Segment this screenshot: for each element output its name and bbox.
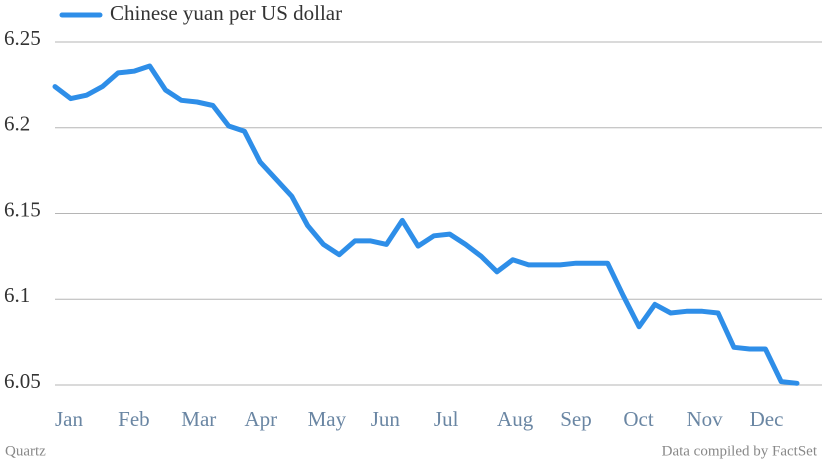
x-tick-label: Jul bbox=[434, 407, 459, 431]
x-tick-label: Jun bbox=[371, 407, 401, 431]
x-tick-label: Sep bbox=[560, 407, 592, 431]
x-tick-label: Feb bbox=[118, 407, 149, 431]
y-tick-label: 6.05 bbox=[4, 369, 41, 393]
y-tick-label: 6.25 bbox=[4, 26, 41, 50]
x-tick-label: May bbox=[308, 407, 347, 431]
legend-label: Chinese yuan per US dollar bbox=[110, 1, 342, 25]
y-tick-label: 6.2 bbox=[4, 112, 30, 136]
y-tick-label: 6.15 bbox=[4, 197, 41, 221]
line bbox=[52, 63, 800, 386]
x-tick-label: Jan bbox=[55, 407, 83, 431]
x-tick-label: Apr bbox=[244, 407, 277, 431]
brand: Quartz bbox=[5, 443, 46, 459]
x-tick-label: Mar bbox=[181, 407, 216, 431]
x-tick-label: Dec bbox=[750, 407, 784, 431]
x-tick-label: Oct bbox=[623, 407, 653, 431]
x-tick-label: Nov bbox=[686, 407, 723, 431]
source: Data compiled by FactSet bbox=[662, 443, 818, 459]
y-tick-label: 6.1 bbox=[4, 283, 30, 307]
x-tick-label: Aug bbox=[497, 407, 534, 431]
